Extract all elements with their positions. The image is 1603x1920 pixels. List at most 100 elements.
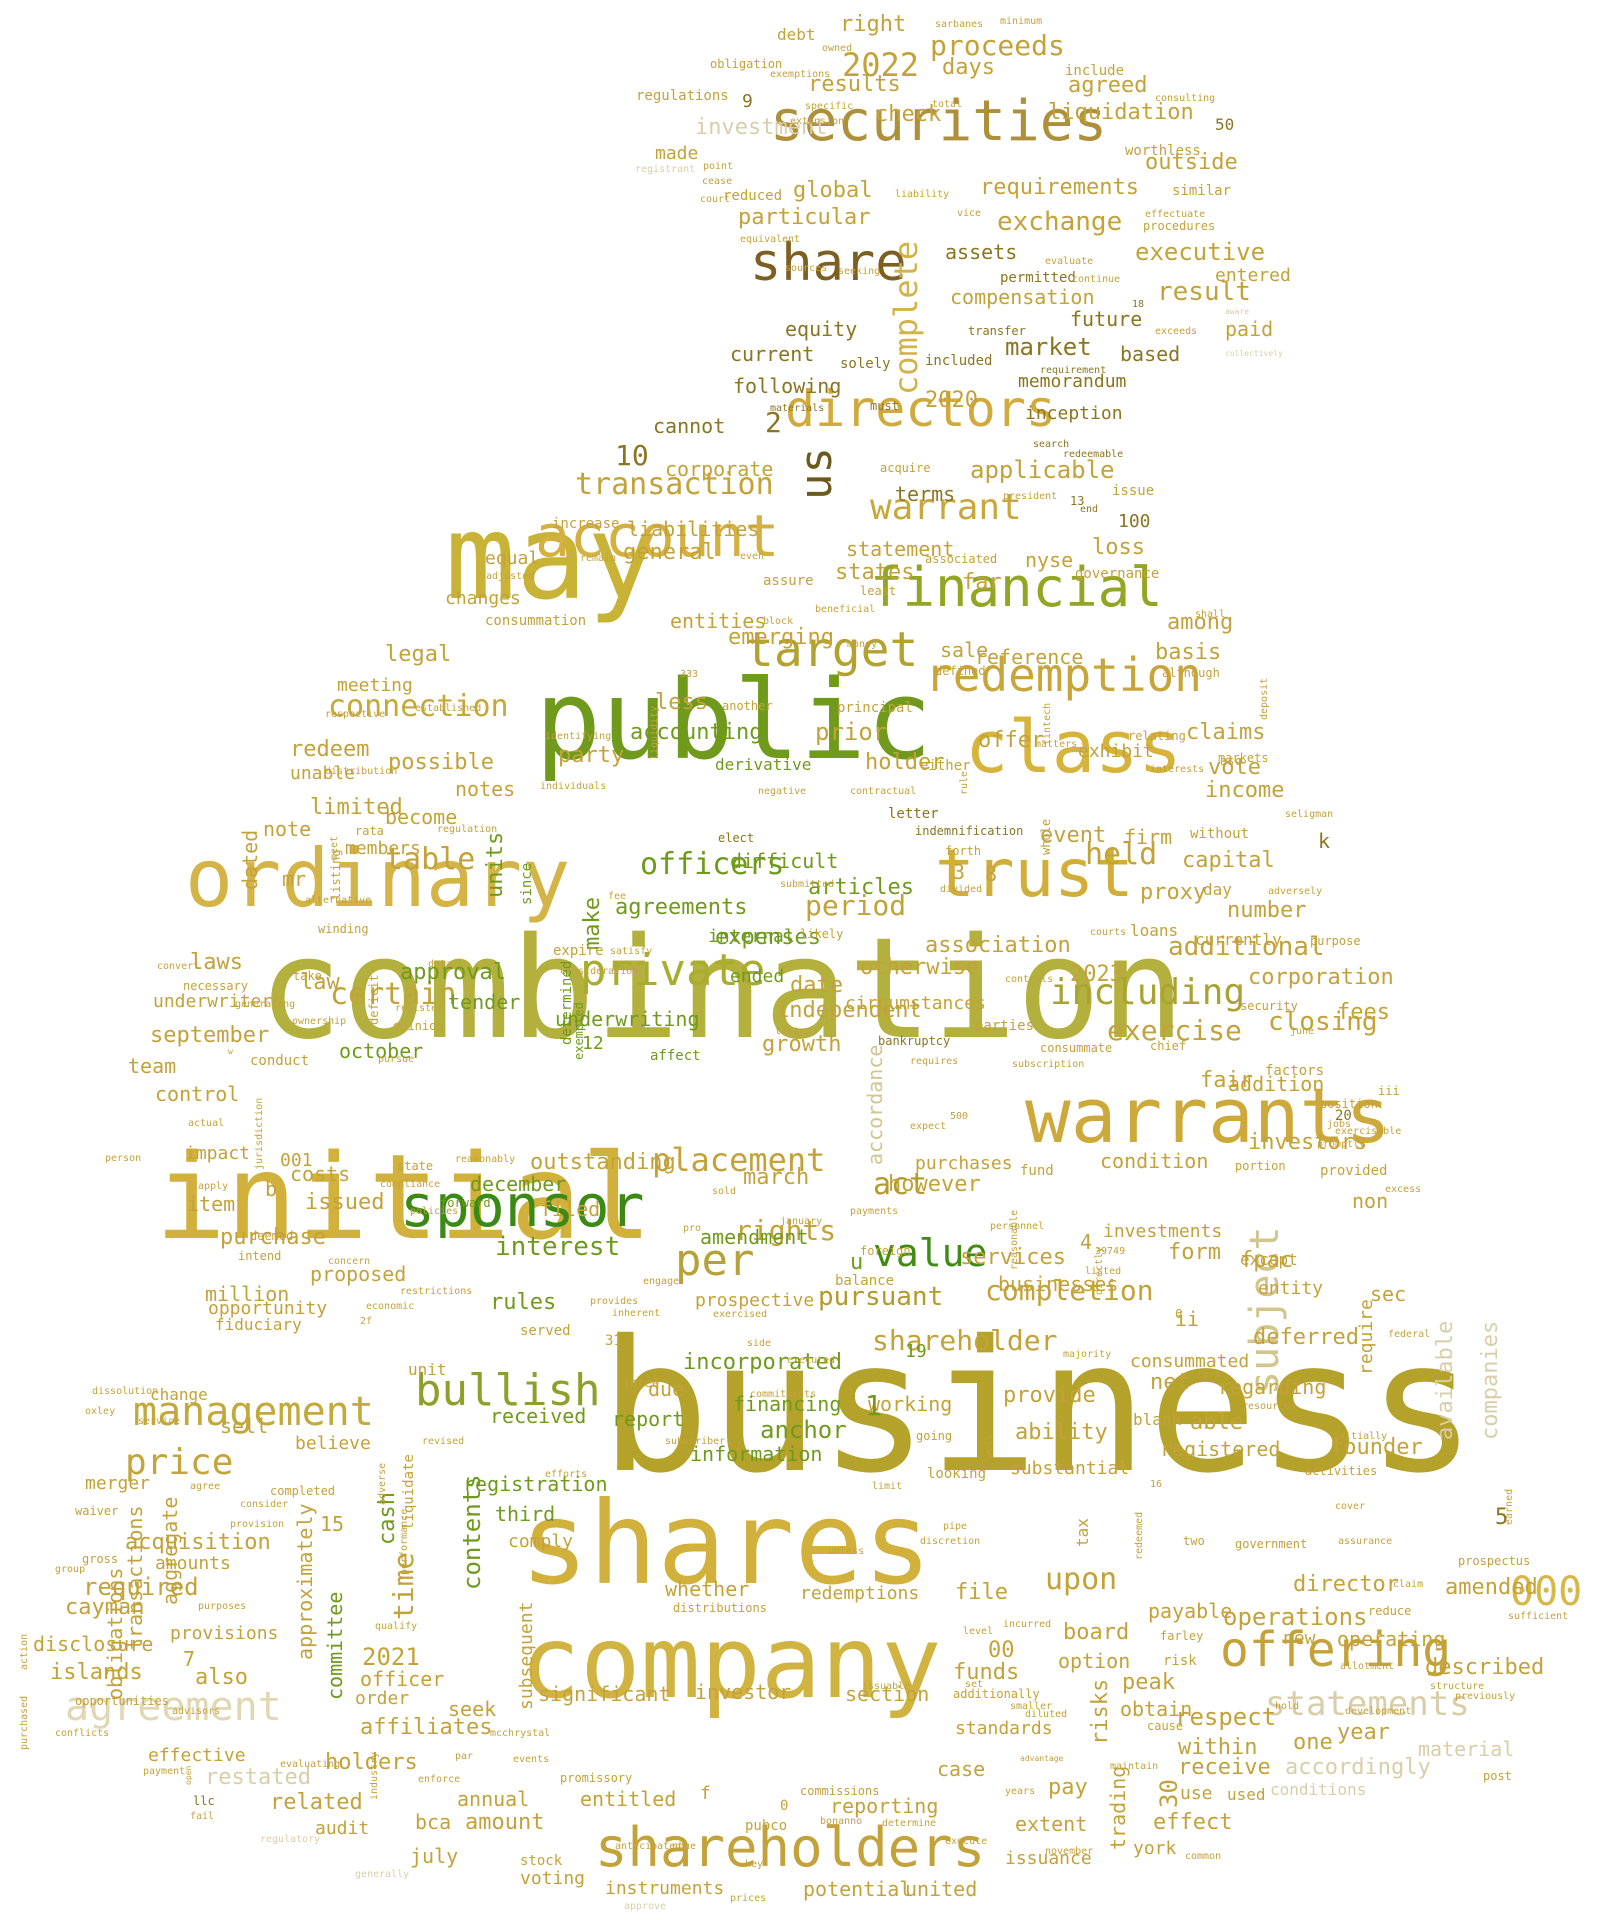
cloud-word: llc xyxy=(193,1794,215,1809)
cloud-word: actual xyxy=(188,1117,225,1129)
cloud-word: team xyxy=(128,1053,177,1078)
cloud-word: court xyxy=(700,193,731,205)
cloud-word: corporation xyxy=(1248,964,1394,990)
cloud-word: going xyxy=(916,1429,953,1444)
cloud-word: 0 xyxy=(780,1797,789,1814)
cloud-word: u xyxy=(850,1249,864,1275)
cloud-word: per xyxy=(675,1234,755,1286)
cloud-word: blank xyxy=(1133,1409,1182,1429)
cloud-word: promptly xyxy=(1317,1138,1366,1150)
cloud-word: provision xyxy=(230,1518,285,1530)
cloud-word: compliance xyxy=(380,1178,441,1190)
cloud-word: global xyxy=(793,177,873,203)
cloud-word: approximately xyxy=(293,1503,317,1660)
cloud-word: 6 xyxy=(1175,1307,1183,1322)
cloud-word: internal xyxy=(708,926,795,948)
cloud-word: incorporated xyxy=(683,1349,842,1375)
cloud-word: regarding xyxy=(1218,1374,1327,1399)
cloud-word: consummation xyxy=(485,612,587,629)
cloud-word: consideration xyxy=(560,965,639,977)
cloud-word: shareholder xyxy=(872,1324,1058,1358)
cloud-word: shall xyxy=(1195,608,1226,620)
cloud-word: cease xyxy=(702,175,733,187)
cloud-word: aggregate xyxy=(158,1496,182,1605)
cloud-word: offer xyxy=(978,727,1045,753)
cloud-word: claims xyxy=(1186,719,1266,745)
cloud-word: holder xyxy=(865,749,945,775)
cloud-word: evaluating xyxy=(280,1758,341,1770)
cloud-word: well xyxy=(984,1433,995,1458)
cloud-word: 10 xyxy=(615,439,649,473)
cloud-word: 2023 xyxy=(1070,961,1123,987)
cloud-word: proxy xyxy=(1140,879,1207,905)
cloud-word: pay xyxy=(1048,1774,1088,1800)
cloud-word: right xyxy=(840,11,907,37)
cloud-word: unable xyxy=(290,763,356,785)
cloud-word: condition xyxy=(1100,1148,1209,1173)
cloud-word: rights xyxy=(735,1214,837,1248)
cloud-word: must xyxy=(870,399,899,414)
cloud-word: combination xyxy=(258,908,1186,1072)
cloud-word: requirements xyxy=(980,174,1139,200)
cloud-word: courts xyxy=(1090,926,1127,938)
cloud-word: equal xyxy=(485,548,540,570)
cloud-word: audit xyxy=(315,1818,370,1840)
cloud-word: 2021 xyxy=(362,1643,420,1672)
cloud-word: require xyxy=(1356,1299,1377,1375)
cloud-word: particular xyxy=(738,204,871,230)
cloud-word: filed xyxy=(540,1196,601,1221)
cloud-word: circumstances xyxy=(845,993,986,1015)
cloud-word: diluted xyxy=(1025,1708,1068,1720)
cloud-word: investments xyxy=(1103,1221,1223,1243)
cloud-word: may xyxy=(445,488,659,627)
cloud-word: allotment xyxy=(1340,1660,1395,1672)
cloud-word: terms xyxy=(895,481,956,506)
cloud-word: million xyxy=(205,1281,290,1306)
cloud-word: purchased xyxy=(19,1695,30,1750)
cloud-word: officer xyxy=(360,1666,445,1691)
cloud-word: activities xyxy=(1305,1464,1378,1479)
cloud-word: bullish xyxy=(415,1364,601,1416)
cloud-word: value xyxy=(873,1230,988,1275)
cloud-word: entitled xyxy=(580,1786,677,1811)
cloud-word: future xyxy=(1070,306,1143,331)
cloud-word: owned xyxy=(822,42,853,54)
cloud-word: within xyxy=(1178,1734,1258,1760)
cloud-word: peak xyxy=(1122,1669,1175,1695)
cloud-word: exercise xyxy=(1107,1014,1242,1048)
cloud-word: reasonable xyxy=(1009,1209,1020,1270)
cloud-word: investor xyxy=(695,1679,792,1704)
cloud-word: three xyxy=(623,1376,660,1391)
cloud-word: redeem xyxy=(290,736,370,762)
cloud-word: rules xyxy=(490,1289,557,1315)
cloud-word: 16 xyxy=(1150,1478,1163,1490)
cloud-word: loss xyxy=(1092,534,1145,560)
cloud-word: amendment xyxy=(700,1224,809,1249)
cloud-word: believe xyxy=(295,1433,371,1455)
cloud-word: approve xyxy=(624,1900,667,1912)
cloud-word: regulations xyxy=(636,87,729,104)
cloud-word: 5 xyxy=(1495,1504,1509,1530)
cloud-word: alternative xyxy=(305,894,372,906)
cloud-word: accordingly xyxy=(1285,1754,1431,1780)
cloud-word: assurance xyxy=(1338,1535,1393,1547)
cloud-word: 100 xyxy=(1118,511,1151,533)
cloud-word: deemed xyxy=(250,1229,294,1244)
cloud-word: remain xyxy=(580,552,617,564)
cloud-word: case xyxy=(937,1756,986,1781)
cloud-word: commissions xyxy=(800,1784,880,1799)
cloud-word: number xyxy=(1227,897,1307,923)
cloud-word: position xyxy=(1320,1097,1378,1112)
cloud-word: apply xyxy=(198,1180,229,1192)
cloud-word: 2020 xyxy=(925,387,978,413)
cloud-word: opportunity xyxy=(208,1298,328,1320)
cloud-word: vice xyxy=(957,207,982,219)
cloud-word: compensation xyxy=(950,284,1095,309)
cloud-word: data xyxy=(428,958,453,970)
cloud-word: requirement xyxy=(1040,364,1107,376)
cloud-word: 7 xyxy=(183,1646,196,1671)
cloud-word: promissory xyxy=(560,1771,633,1786)
cloud-word: satisfy xyxy=(610,945,653,957)
cloud-word: warrant xyxy=(870,487,1022,529)
cloud-word: complete xyxy=(887,240,925,395)
